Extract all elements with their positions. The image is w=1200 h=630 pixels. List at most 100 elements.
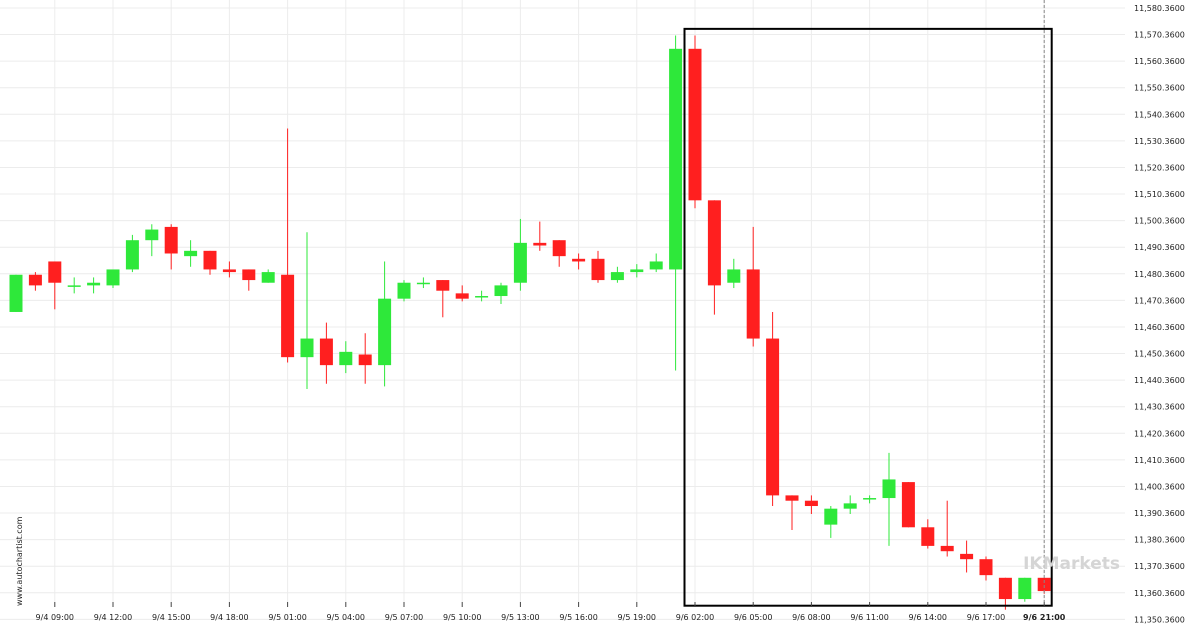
candle-body bbox=[416, 282, 430, 285]
candle-body bbox=[494, 285, 508, 297]
y-tick-label: 11,550.3600 bbox=[1134, 84, 1185, 93]
y-tick-label: 11,490.3600 bbox=[1134, 243, 1185, 252]
x-tick-label: 9/6 08:00 bbox=[792, 613, 830, 622]
candle-body bbox=[824, 508, 838, 525]
y-tick-label: 11,410.3600 bbox=[1134, 456, 1185, 465]
candle-body bbox=[630, 269, 644, 273]
candle-body bbox=[513, 242, 527, 283]
candle-body bbox=[785, 495, 799, 501]
x-tick-label: 9/4 18:00 bbox=[210, 613, 248, 622]
candle-body bbox=[164, 226, 178, 254]
candle-body bbox=[28, 274, 42, 286]
x-tick-label: 9/5 19:00 bbox=[618, 613, 656, 622]
candles bbox=[9, 35, 1051, 610]
y-tick-label: 11,440.3600 bbox=[1134, 376, 1185, 385]
candle-body bbox=[184, 250, 198, 257]
candle-body bbox=[397, 282, 411, 299]
candle-body bbox=[339, 351, 353, 366]
candle-body bbox=[319, 338, 333, 366]
y-tick-label: 11,520.3600 bbox=[1134, 163, 1185, 172]
x-tick-label: 9/5 13:00 bbox=[501, 613, 539, 622]
candle-body bbox=[766, 338, 780, 496]
candle-body bbox=[455, 293, 469, 299]
candle-body bbox=[1037, 577, 1051, 592]
y-axis: 11,350.3600 11,360.3600 11,370.3600 11,380.… bbox=[1134, 4, 1185, 624]
candle-body bbox=[475, 296, 489, 298]
pattern-box bbox=[683, 27, 1053, 607]
candle-body bbox=[533, 242, 547, 246]
x-tick-label: 9/4 15:00 bbox=[152, 613, 190, 622]
candle-body bbox=[261, 272, 275, 283]
candle-body bbox=[203, 250, 217, 270]
candle-body bbox=[746, 269, 760, 339]
candle-body bbox=[921, 527, 935, 546]
x-tick-label: 9/5 04:00 bbox=[327, 613, 365, 622]
candle-body bbox=[145, 229, 159, 241]
candle-body bbox=[688, 48, 702, 201]
candle-body bbox=[67, 285, 81, 287]
y-tick-label: 11,540.3600 bbox=[1134, 110, 1185, 119]
site-watermark: www.autochartist.com bbox=[15, 516, 24, 606]
x-tick-label: 9/6 17:00 bbox=[967, 613, 1005, 622]
y-tick-label: 11,370.3600 bbox=[1134, 562, 1185, 571]
candle-body bbox=[281, 274, 295, 358]
y-tick-label: 11,480.3600 bbox=[1134, 270, 1185, 279]
candle-body bbox=[998, 577, 1012, 600]
candle-body bbox=[610, 272, 624, 281]
candle-body bbox=[552, 240, 566, 257]
candle-body bbox=[960, 553, 974, 560]
candle-body bbox=[87, 282, 101, 286]
y-tick-label: 11,560.3600 bbox=[1134, 57, 1185, 66]
y-tick-label: 11,570.3600 bbox=[1134, 31, 1185, 40]
x-tick-label: 9/5 07:00 bbox=[385, 613, 423, 622]
candle-body bbox=[804, 500, 818, 507]
y-tick-label: 11,530.3600 bbox=[1134, 137, 1185, 146]
x-tick-label: 9/6 21:00 bbox=[1023, 613, 1066, 622]
y-tick-label: 11,360.3600 bbox=[1134, 589, 1185, 598]
y-tick-label: 11,460.3600 bbox=[1134, 323, 1185, 332]
y-tick-label: 11,450.3600 bbox=[1134, 350, 1185, 359]
candle-body bbox=[882, 479, 896, 499]
candle-body bbox=[106, 269, 120, 286]
x-tick-label: 9/6 05:00 bbox=[734, 613, 772, 622]
x-tick-label: 9/6 14:00 bbox=[909, 613, 947, 622]
y-tick-label: 11,420.3600 bbox=[1134, 429, 1185, 438]
candle-body bbox=[300, 338, 314, 358]
candle-body bbox=[358, 354, 372, 366]
candle-body bbox=[940, 545, 954, 552]
candle-body bbox=[436, 280, 450, 291]
x-tick-label: 9/4 12:00 bbox=[94, 613, 132, 622]
candle-body bbox=[9, 274, 23, 312]
candle-body bbox=[242, 269, 256, 281]
y-tick-label: 11,400.3600 bbox=[1134, 482, 1185, 491]
y-tick-label: 11,580.3600 bbox=[1134, 4, 1185, 13]
candle-body bbox=[591, 258, 605, 281]
candle-body bbox=[572, 258, 586, 262]
y-tick-label: 11,430.3600 bbox=[1134, 403, 1185, 412]
candle-body bbox=[979, 559, 993, 576]
candle-body bbox=[649, 261, 663, 270]
candle-body bbox=[863, 498, 877, 500]
candle-body bbox=[222, 269, 236, 273]
y-tick-label: 11,510.3600 bbox=[1134, 190, 1185, 199]
candle-body bbox=[48, 261, 62, 283]
x-tick-label: 9/4 09:00 bbox=[36, 613, 74, 622]
candle-body bbox=[378, 298, 392, 366]
candle-body bbox=[1018, 577, 1032, 600]
y-tick-label: 11,500.3600 bbox=[1134, 217, 1185, 226]
x-tick-label: 9/5 01:00 bbox=[268, 613, 306, 622]
y-tick-label: 11,390.3600 bbox=[1134, 509, 1185, 518]
y-tick-label: 11,380.3600 bbox=[1134, 536, 1185, 545]
candle-body bbox=[707, 200, 721, 286]
x-tick-label: 9/6 02:00 bbox=[676, 613, 714, 622]
y-tick-label: 11,350.3600 bbox=[1134, 615, 1185, 624]
gridlines bbox=[0, 0, 1125, 620]
x-axis: 9/4 09:00 9/4 12:00 9/4 15:00 9/4 18:00 9/5 … bbox=[36, 602, 1066, 622]
candle-body bbox=[727, 269, 741, 283]
candle-body bbox=[843, 503, 857, 509]
candle-body bbox=[669, 48, 683, 270]
x-tick-label: 9/5 10:00 bbox=[443, 613, 481, 622]
x-tick-label: 9/5 16:00 bbox=[559, 613, 597, 622]
x-tick-label: 9/6 11:00 bbox=[850, 613, 888, 622]
